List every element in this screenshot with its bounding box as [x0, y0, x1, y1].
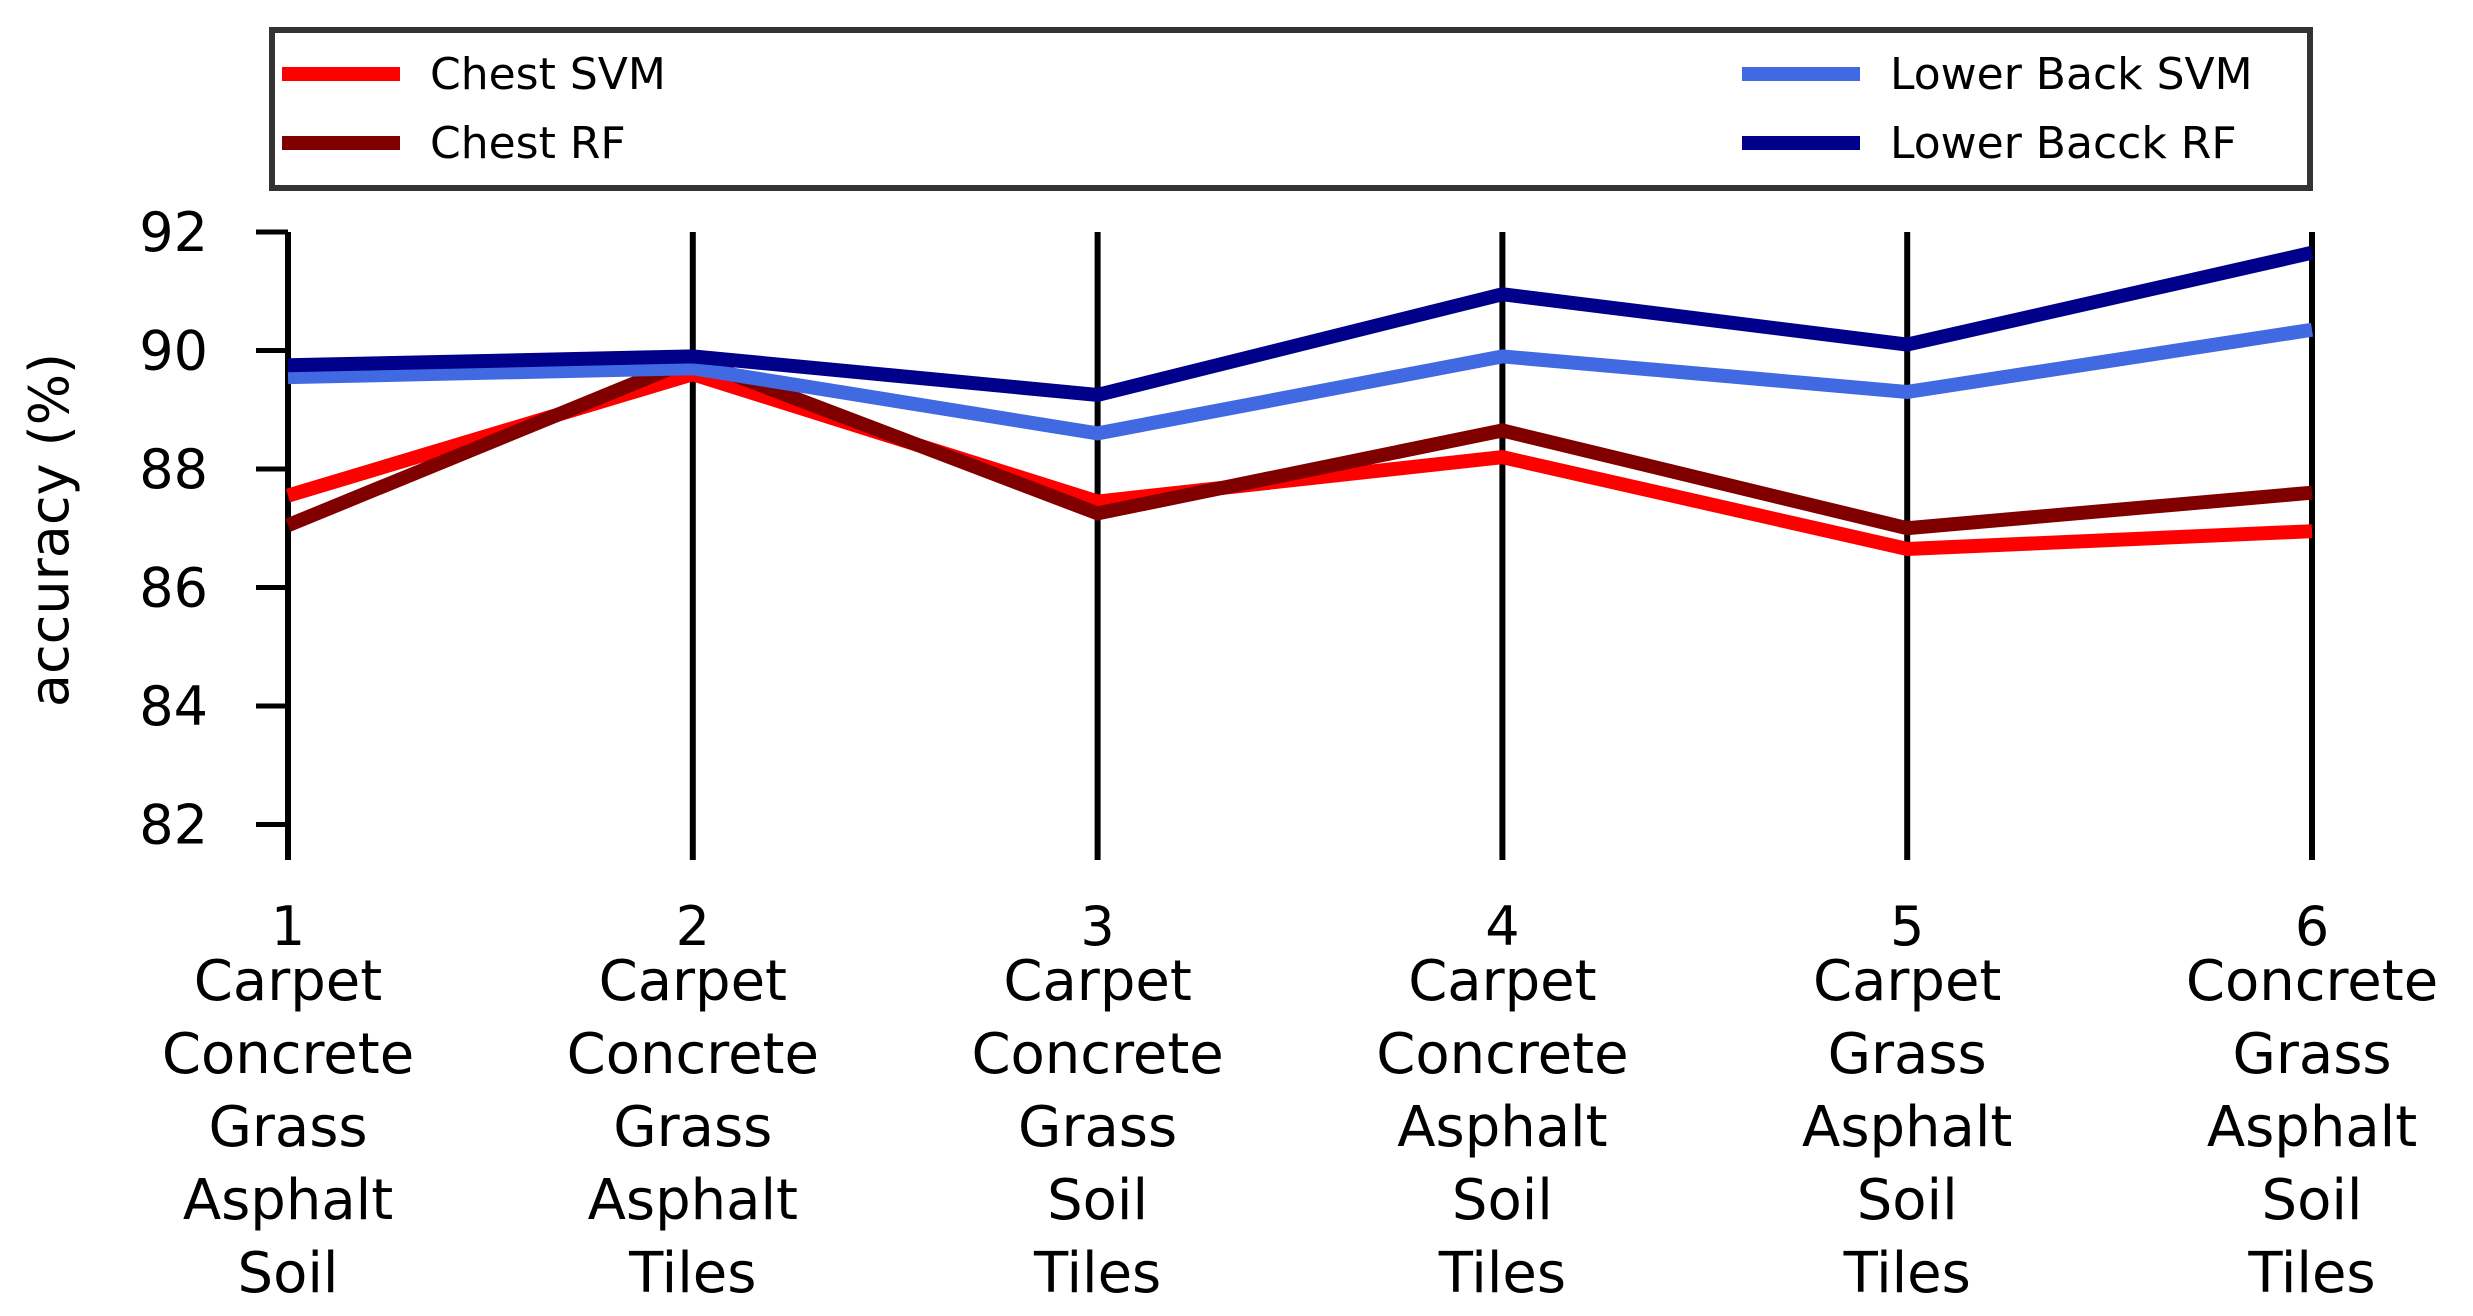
- x-tick-label-line: Soil: [2262, 1168, 2363, 1233]
- x-tick-label-line: Concrete: [2186, 949, 2438, 1014]
- x-tick-label-line: Carpet: [1003, 949, 1191, 1014]
- x-tick-number-2: 2: [676, 895, 710, 958]
- series-line-chest-rf: [285, 351, 2313, 536]
- x-tick-label-line: Concrete: [1376, 1022, 1628, 1087]
- x-tick-label-line: Grass: [208, 1095, 367, 1160]
- x-tick-label-line: Carpet: [1408, 949, 1596, 1014]
- x-tick-label-line: Asphalt: [2207, 1095, 2417, 1160]
- x-tick-label-line: Tiles: [1033, 1241, 1161, 1306]
- y-tick-label: 84: [139, 675, 208, 738]
- x-tick-label-line: Grass: [1018, 1095, 1177, 1160]
- x-tick-label-line: Concrete: [567, 1022, 819, 1087]
- x-tick-label-line: Carpet: [599, 949, 787, 1014]
- x-tick-number-1: 1: [271, 895, 305, 958]
- x-tick-label-line: Soil: [1452, 1168, 1553, 1233]
- x-tick-label-line: Tiles: [2247, 1241, 2375, 1306]
- x-tick-label-line: Carpet: [194, 949, 382, 1014]
- series-line-lower-back-svm: [287, 322, 2314, 441]
- y-tick-label: 82: [139, 793, 208, 856]
- x-tick-label-line: Tiles: [1438, 1241, 1566, 1306]
- x-tick-label-line: Asphalt: [183, 1168, 393, 1233]
- series-line-lower-bacck-rf: [287, 245, 2314, 403]
- x-tick-number-6: 6: [2295, 895, 2329, 958]
- axes-layer: 8284868890921CarpetConcreteGrassAsphaltS…: [139, 201, 2438, 1306]
- legend-label-lower-back-svm: Lower Back SVM: [1890, 49, 2253, 100]
- y-tick-label: 88: [139, 438, 208, 501]
- y-axis-label: accuracy (%): [18, 353, 81, 707]
- series-layer: [285, 245, 2314, 556]
- y-tick-label: 86: [139, 556, 208, 619]
- x-tick-number-4: 4: [1485, 895, 1519, 958]
- legend-label-chest-rf: Chest RF: [430, 118, 626, 169]
- legend-label-lower-bacck-rf: Lower Bacck RF: [1890, 118, 2237, 169]
- legend-box: [269, 27, 2313, 191]
- x-tick-label-line: Asphalt: [1802, 1095, 2012, 1160]
- x-tick-label-line: Tiles: [628, 1241, 756, 1306]
- x-tick-label-line: Concrete: [971, 1022, 1223, 1087]
- legend-label-chest-svm: Chest SVM: [430, 49, 666, 100]
- x-tick-label-line: Soil: [238, 1241, 339, 1306]
- x-tick-label-line: Grass: [2232, 1022, 2391, 1087]
- x-tick-label-line: Grass: [613, 1095, 772, 1160]
- x-tick-number-3: 3: [1080, 895, 1114, 958]
- x-tick-label-line: Tiles: [1843, 1241, 1971, 1306]
- y-tick-label: 90: [139, 319, 208, 382]
- x-tick-label-line: Soil: [1047, 1168, 1148, 1233]
- x-tick-label-line: Carpet: [1813, 949, 2001, 1014]
- x-tick-label-line: Grass: [1828, 1022, 1987, 1087]
- x-tick-label-line: Soil: [1857, 1168, 1958, 1233]
- x-tick-number-5: 5: [1890, 895, 1924, 958]
- y-tick-label: 92: [139, 201, 208, 264]
- x-tick-label-line: Asphalt: [588, 1168, 798, 1233]
- x-tick-label-line: Asphalt: [1397, 1095, 1607, 1160]
- x-tick-label-line: Concrete: [162, 1022, 414, 1087]
- legend: Chest SVM Chest RF Lower Back SVM Lower Bac…: [269, 27, 2313, 191]
